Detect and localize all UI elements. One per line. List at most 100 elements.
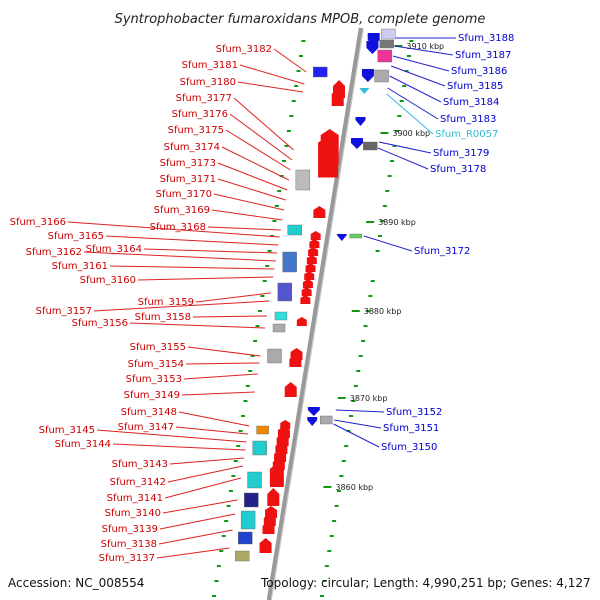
reverse-gene-arrow bbox=[307, 407, 320, 416]
tick-dot bbox=[370, 280, 375, 282]
gene-label-sfum-3151: Sfum_3151 bbox=[383, 423, 439, 434]
forward-gene-arrow bbox=[263, 514, 276, 526]
label-connector bbox=[378, 141, 432, 154]
tick-dot bbox=[291, 100, 296, 102]
label-connector bbox=[195, 292, 271, 303]
tick-dot bbox=[341, 460, 346, 462]
gene-label-sfum-3153: Sfum_3153 bbox=[126, 374, 182, 385]
label-connector bbox=[213, 193, 285, 211]
gene-label-sfum-3144: Sfum_3144 bbox=[55, 439, 111, 450]
label-connector bbox=[109, 265, 275, 270]
forward-gene-arrow bbox=[331, 88, 344, 106]
forward-gene-arrow bbox=[280, 420, 291, 429]
tick-dot bbox=[344, 445, 349, 447]
gene-label-sfum-3150: Sfum_3150 bbox=[381, 442, 437, 453]
tick-dot bbox=[224, 520, 229, 522]
ruler-tick bbox=[380, 132, 389, 134]
accession-text: Accession: NC_008554 bbox=[8, 576, 145, 590]
ruler-tick-label: 3890 kbp bbox=[378, 218, 416, 227]
label-connector bbox=[221, 146, 290, 181]
gene-label-sfum-3174: Sfum_3174 bbox=[164, 142, 220, 153]
label-connector bbox=[96, 429, 247, 443]
gene-label-sfum-3172: Sfum_3172 bbox=[414, 246, 470, 257]
tick-dot bbox=[250, 355, 255, 357]
tick-dot bbox=[336, 490, 341, 492]
tick-dot bbox=[409, 40, 414, 42]
label-connector bbox=[377, 147, 429, 170]
gene-label-sfum-3157: Sfum_3157 bbox=[36, 306, 92, 317]
tick-dot bbox=[322, 580, 327, 582]
gene-box bbox=[238, 531, 253, 545]
label-connector bbox=[217, 162, 288, 191]
gene-label-sfum-3148: Sfum_3148 bbox=[121, 407, 177, 418]
tick-dot bbox=[390, 160, 395, 162]
right-gene-labels: Sfum_3188 Sfum_3187 Sfum_3186 Sfum_3185 Sfum… bbox=[333, 33, 514, 453]
gene-box bbox=[381, 28, 396, 40]
gene-label-sfum-3159: Sfum_3159 bbox=[138, 297, 194, 308]
label-connector bbox=[335, 409, 385, 413]
forward-gene-arrow bbox=[300, 295, 311, 304]
label-connector bbox=[333, 423, 380, 448]
label-connector bbox=[363, 235, 413, 252]
gene-label-sfum-3156: Sfum_3156 bbox=[72, 318, 128, 329]
tick-dot bbox=[216, 565, 221, 567]
label-connector bbox=[175, 426, 249, 435]
tick-dot bbox=[231, 475, 236, 477]
label-connector bbox=[211, 209, 283, 221]
gene-label-sfum-3154: Sfum_3154 bbox=[128, 359, 184, 370]
gene-label-sfum-3152: Sfum_3152 bbox=[386, 407, 442, 418]
forward-gene-arrow bbox=[301, 287, 312, 296]
forward-gene-arrow bbox=[284, 382, 297, 397]
label-connector bbox=[187, 346, 261, 357]
label-connector bbox=[159, 513, 236, 530]
tick-dot bbox=[241, 415, 246, 417]
tick-dot bbox=[226, 505, 231, 507]
tick-dot bbox=[346, 430, 351, 432]
forward-gene-arrow bbox=[309, 239, 320, 248]
gene-label-sfum-3186: Sfum_3186 bbox=[451, 66, 507, 77]
gene-box bbox=[313, 66, 328, 78]
label-connector bbox=[167, 465, 243, 483]
ruler-tick bbox=[351, 310, 360, 312]
gene-label-sfum-3155: Sfum_3155 bbox=[130, 342, 186, 353]
tick-dot bbox=[255, 325, 260, 327]
label-connector bbox=[143, 248, 278, 254]
label-connector bbox=[386, 93, 434, 135]
gene-label-sfum-3138: Sfum_3138 bbox=[101, 539, 157, 550]
label-connector bbox=[185, 362, 260, 365]
tick-dot bbox=[286, 130, 291, 132]
gene-label-sfum-3141: Sfum_3141 bbox=[107, 493, 163, 504]
label-connector bbox=[233, 97, 295, 151]
tick-dot bbox=[329, 535, 334, 537]
topology-text: Topology: circular; Length: 4,990,251 bp… bbox=[261, 576, 591, 590]
label-connector bbox=[225, 129, 291, 171]
tick-dot bbox=[236, 445, 241, 447]
tick-dot bbox=[387, 175, 392, 177]
ruler-tick-label: 3910 kbp bbox=[406, 42, 444, 51]
label-connector bbox=[183, 373, 258, 380]
label-connector bbox=[129, 322, 266, 329]
forward-gene-arrow bbox=[274, 450, 287, 462]
tick-dot bbox=[284, 145, 289, 147]
gene-label-sfum-3168: Sfum_3168 bbox=[150, 222, 206, 233]
tick-dot bbox=[365, 310, 370, 312]
ruler-tick-label: 3860 kbp bbox=[335, 483, 373, 492]
tick-dot bbox=[320, 595, 325, 597]
tick-dot bbox=[296, 70, 301, 72]
gene-label-sfum-3184: Sfum_3184 bbox=[443, 97, 499, 108]
gene-label-sfum-3179: Sfum_3179 bbox=[433, 148, 489, 159]
rna-gene-arrow bbox=[359, 88, 370, 94]
label-connector bbox=[391, 65, 446, 87]
tick-dot bbox=[332, 520, 337, 522]
gene-box bbox=[287, 224, 302, 236]
tick-dot bbox=[253, 340, 258, 342]
gene-label-sfum-3170: Sfum_3170 bbox=[156, 189, 212, 200]
ruler-tick-label: 3870 kbp bbox=[350, 394, 388, 403]
tick-dot bbox=[375, 250, 380, 252]
tick-dot bbox=[298, 55, 303, 57]
tick-dot bbox=[380, 220, 385, 222]
tick-dot bbox=[402, 85, 407, 87]
label-connector bbox=[239, 64, 305, 85]
ruler-tick bbox=[337, 397, 346, 399]
